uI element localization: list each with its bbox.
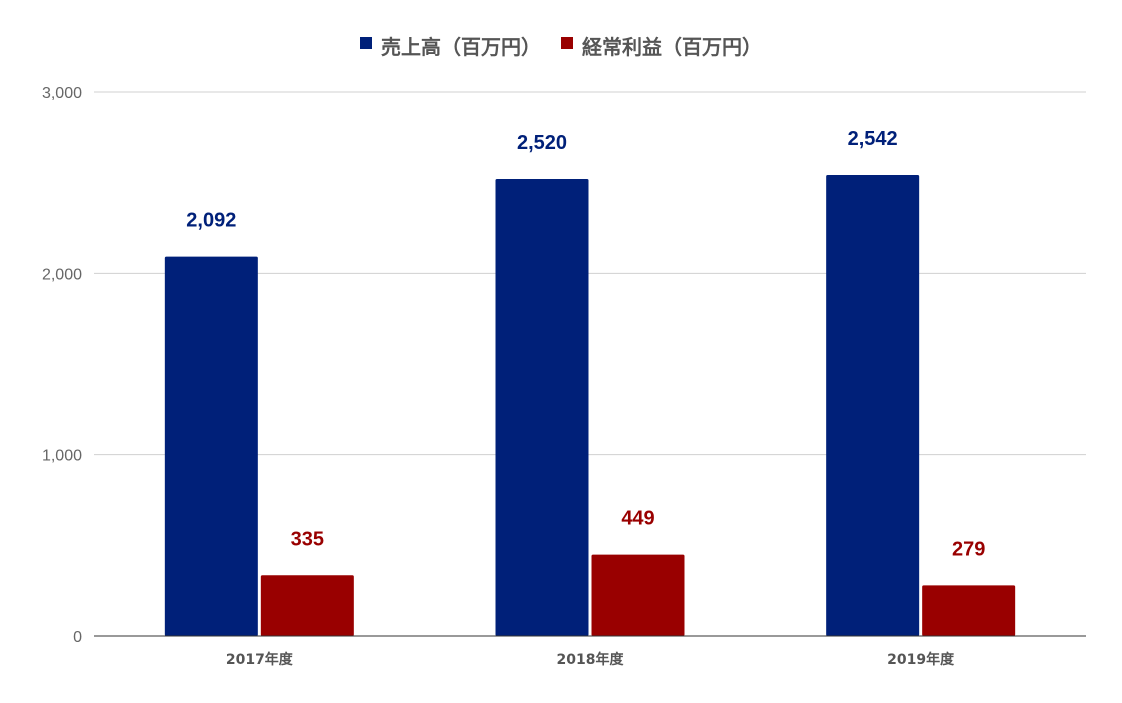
- legend-swatch-icon: [561, 37, 573, 49]
- y-tick-label: 0: [73, 629, 82, 646]
- x-axis: 2017年度 2018年度 2019年度: [94, 635, 1086, 668]
- gridlines: [94, 91, 1086, 456]
- bar-series1-2: [922, 585, 1016, 636]
- legend: 売上高（百万円） 経常利益（百万円）: [360, 35, 762, 59]
- bar-series0-0: [164, 256, 258, 636]
- bar-series1-0: [260, 575, 354, 636]
- bar-series1-1: [591, 554, 685, 636]
- y-axis: 0 1,000 2,000 3,000: [42, 85, 82, 646]
- y-tick-label: 3,000: [42, 85, 82, 102]
- data-label-series1-0: 335: [291, 528, 324, 550]
- bar-series0-1: [495, 179, 589, 637]
- data-labels: 2,092 335 2,520 449 2,542 279: [186, 128, 985, 560]
- legend-item-0: 売上高（百万円）: [360, 35, 541, 59]
- x-tick-label: 2019年度: [887, 651, 955, 668]
- legend-swatch-icon: [360, 37, 372, 49]
- legend-item-1: 経常利益（百万円）: [561, 35, 762, 59]
- bar-series0-2: [826, 175, 920, 636]
- data-label-series0-1: 2,520: [517, 132, 567, 154]
- x-tick-label: 2018年度: [557, 651, 625, 668]
- legend-label: 売上高（百万円）: [381, 35, 541, 59]
- data-label-series1-2: 279: [952, 538, 985, 560]
- data-label-series1-1: 449: [621, 508, 654, 530]
- data-label-series0-0: 2,092: [186, 210, 236, 232]
- legend-label: 経常利益（百万円）: [582, 35, 762, 59]
- bars: [164, 175, 1016, 637]
- y-tick-label: 1,000: [42, 448, 82, 465]
- y-tick-label: 2,000: [42, 266, 82, 283]
- x-tick-label: 2017年度: [226, 651, 294, 668]
- data-label-series0-2: 2,542: [848, 128, 898, 150]
